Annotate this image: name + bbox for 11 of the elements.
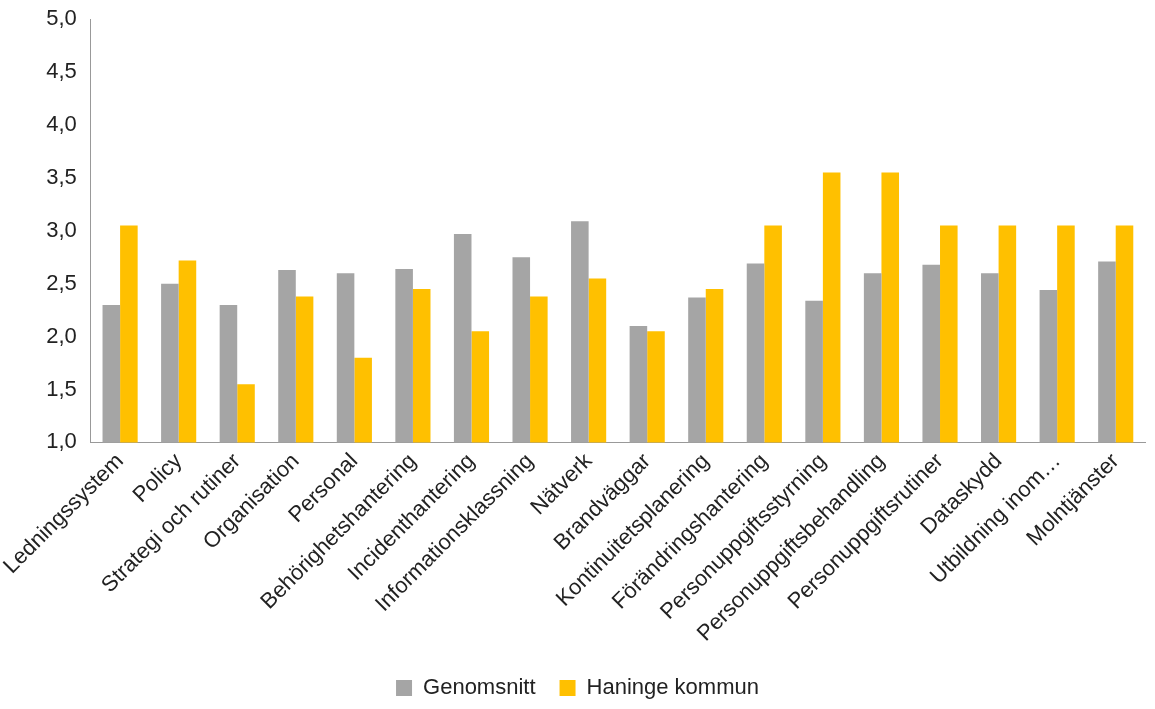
legend-label: Genomsnitt	[423, 674, 536, 700]
y-tick-label: 3,0	[46, 216, 77, 242]
legend-label: Haninge kommun	[586, 674, 759, 700]
y-tick-label: 5,0	[46, 5, 77, 31]
y-tick-label: 3,5	[46, 163, 77, 189]
y-tick-label: 1,0	[46, 428, 77, 454]
y-tick-label: 2,0	[46, 322, 77, 348]
y-tick-label: 1,5	[46, 375, 77, 401]
y-tick-label: 4,0	[46, 111, 77, 137]
y-tick-label: 4,5	[46, 58, 77, 84]
y-tick-label: 2,5	[46, 269, 77, 295]
